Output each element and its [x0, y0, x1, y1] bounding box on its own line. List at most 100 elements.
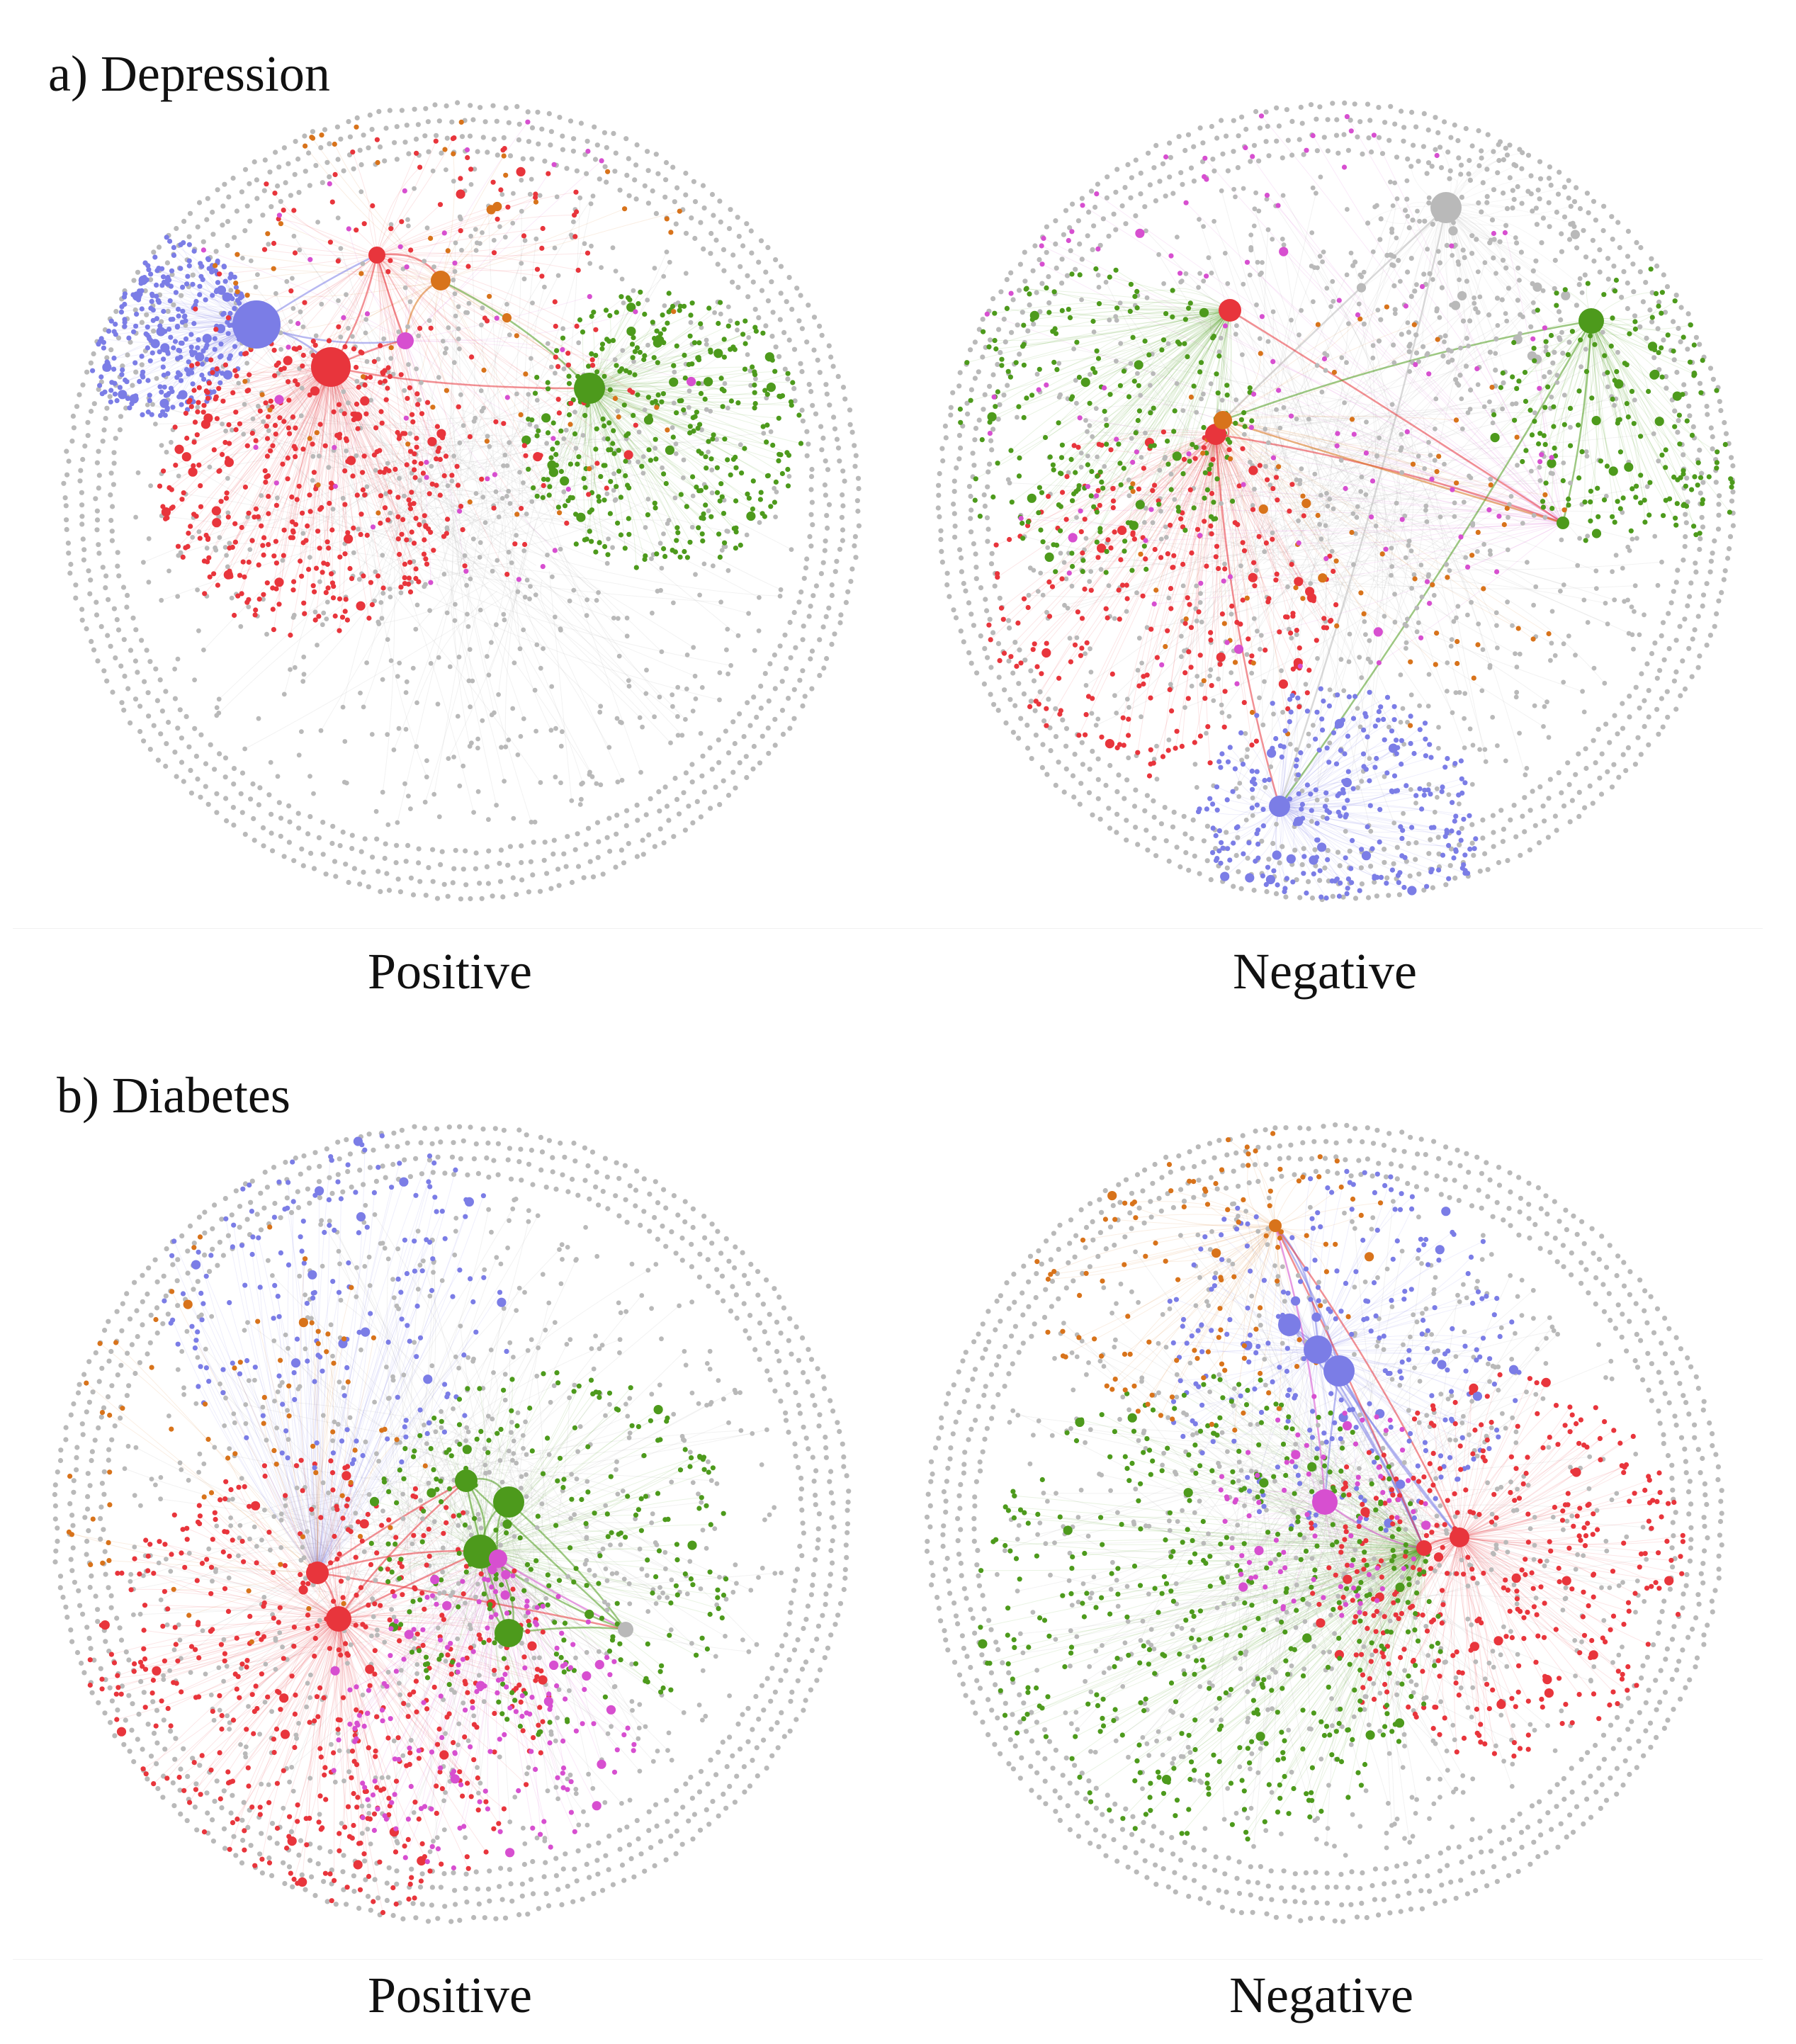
node	[718, 376, 724, 381]
node	[196, 628, 201, 633]
node	[526, 392, 531, 397]
edge	[1303, 512, 1455, 527]
node	[388, 226, 394, 232]
edge	[440, 280, 485, 371]
node	[752, 401, 758, 407]
peripheral-node	[453, 847, 458, 853]
peripheral-node	[108, 492, 113, 498]
node	[598, 704, 604, 709]
peripheral-node	[966, 650, 972, 655]
edge	[1297, 434, 1395, 594]
node	[552, 245, 558, 251]
peripheral-node	[96, 387, 101, 393]
peripheral-node	[779, 708, 786, 713]
node	[428, 661, 434, 666]
edge	[1257, 193, 1316, 518]
peripheral-node	[737, 711, 742, 717]
edge	[252, 430, 408, 577]
edge	[1276, 563, 1583, 692]
peripheral-node	[394, 124, 400, 130]
peripheral-node	[334, 124, 340, 130]
node	[310, 441, 315, 447]
peripheral-node	[171, 302, 176, 307]
node	[414, 700, 419, 706]
node	[358, 271, 364, 276]
node	[657, 331, 664, 337]
edge	[1279, 806, 1403, 833]
peripheral-node	[682, 828, 689, 833]
peripheral-node	[303, 169, 308, 174]
node	[467, 647, 473, 653]
edge	[1279, 806, 1457, 852]
node	[165, 392, 171, 397]
node	[610, 245, 616, 251]
hub-node	[311, 347, 351, 387]
node	[417, 397, 422, 402]
peripheral-node	[951, 607, 956, 613]
edge	[1222, 419, 1289, 734]
node	[186, 531, 191, 536]
peripheral-node	[1654, 263, 1660, 269]
node	[677, 307, 682, 313]
node	[327, 181, 332, 186]
peripheral-node	[995, 708, 1001, 713]
node	[587, 294, 592, 300]
edge	[1101, 559, 1312, 570]
peripheral-node	[79, 606, 85, 612]
node	[467, 499, 473, 505]
edge	[290, 254, 378, 538]
edge	[1221, 419, 1231, 641]
edge	[268, 406, 420, 496]
node	[414, 436, 419, 441]
node	[346, 400, 351, 406]
node	[496, 692, 501, 697]
edge	[317, 506, 493, 645]
node	[194, 432, 200, 438]
edge	[1591, 320, 1615, 523]
node	[326, 338, 332, 344]
node	[717, 498, 723, 504]
node	[678, 492, 684, 497]
edge	[1445, 207, 1537, 360]
peripheral-node	[716, 760, 722, 765]
peripheral-node	[571, 136, 577, 142]
node	[451, 360, 457, 366]
node	[594, 781, 599, 786]
node	[145, 378, 151, 383]
node	[372, 598, 377, 604]
edge	[1275, 237, 1397, 429]
peripheral-node	[829, 641, 835, 648]
node	[211, 571, 217, 577]
node	[220, 371, 225, 376]
node	[208, 357, 214, 363]
edge	[1106, 310, 1231, 445]
node	[661, 546, 667, 552]
peripheral-node	[320, 852, 326, 857]
peripheral-node	[853, 555, 859, 560]
node	[720, 404, 725, 410]
edge	[275, 254, 378, 426]
node	[512, 660, 517, 665]
node	[610, 338, 616, 344]
node	[681, 407, 687, 413]
node	[342, 739, 348, 744]
node	[750, 506, 755, 512]
peripheral-node	[766, 698, 772, 704]
edge	[1282, 239, 1331, 546]
peripheral-node	[110, 689, 115, 695]
node	[250, 416, 256, 422]
node	[407, 299, 413, 305]
edge	[589, 388, 781, 456]
edge	[1445, 186, 1565, 208]
edge	[1050, 436, 1416, 495]
node	[354, 453, 359, 458]
node	[324, 599, 330, 605]
peripheral-node	[1352, 101, 1357, 107]
node	[392, 466, 398, 473]
edge	[520, 590, 544, 649]
edge	[1049, 457, 1246, 478]
node	[264, 181, 269, 187]
node	[341, 411, 347, 417]
peripheral-node	[663, 159, 670, 166]
peripheral-node	[1697, 653, 1702, 659]
